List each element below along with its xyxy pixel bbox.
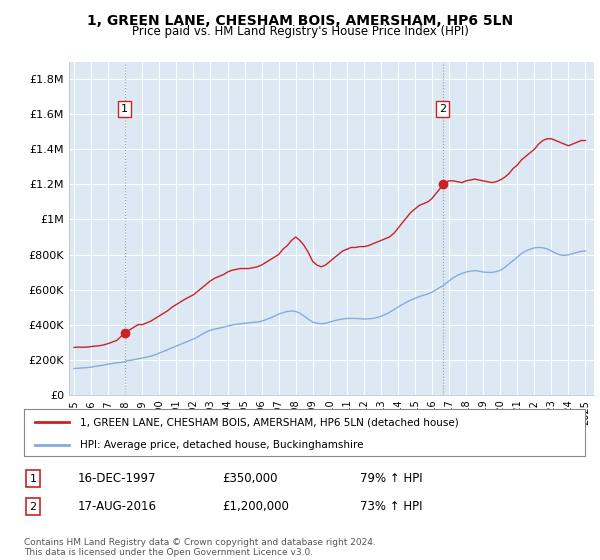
Text: 79% ↑ HPI: 79% ↑ HPI bbox=[360, 472, 422, 486]
Text: 16-DEC-1997: 16-DEC-1997 bbox=[78, 472, 157, 486]
Text: Contains HM Land Registry data © Crown copyright and database right 2024.
This d: Contains HM Land Registry data © Crown c… bbox=[24, 538, 376, 557]
Text: 2: 2 bbox=[439, 104, 446, 114]
Text: 1, GREEN LANE, CHESHAM BOIS, AMERSHAM, HP6 5LN: 1, GREEN LANE, CHESHAM BOIS, AMERSHAM, H… bbox=[87, 14, 513, 28]
Text: £1,200,000: £1,200,000 bbox=[222, 500, 289, 514]
Text: Price paid vs. HM Land Registry's House Price Index (HPI): Price paid vs. HM Land Registry's House … bbox=[131, 25, 469, 38]
Text: £350,000: £350,000 bbox=[222, 472, 277, 486]
Text: 1: 1 bbox=[121, 104, 128, 114]
Text: 1, GREEN LANE, CHESHAM BOIS, AMERSHAM, HP6 5LN (detached house): 1, GREEN LANE, CHESHAM BOIS, AMERSHAM, H… bbox=[80, 417, 459, 427]
Text: 2: 2 bbox=[29, 502, 37, 512]
Text: 17-AUG-2016: 17-AUG-2016 bbox=[78, 500, 157, 514]
Text: 1: 1 bbox=[29, 474, 37, 484]
Text: HPI: Average price, detached house, Buckinghamshire: HPI: Average price, detached house, Buck… bbox=[80, 440, 364, 450]
Text: 73% ↑ HPI: 73% ↑ HPI bbox=[360, 500, 422, 514]
